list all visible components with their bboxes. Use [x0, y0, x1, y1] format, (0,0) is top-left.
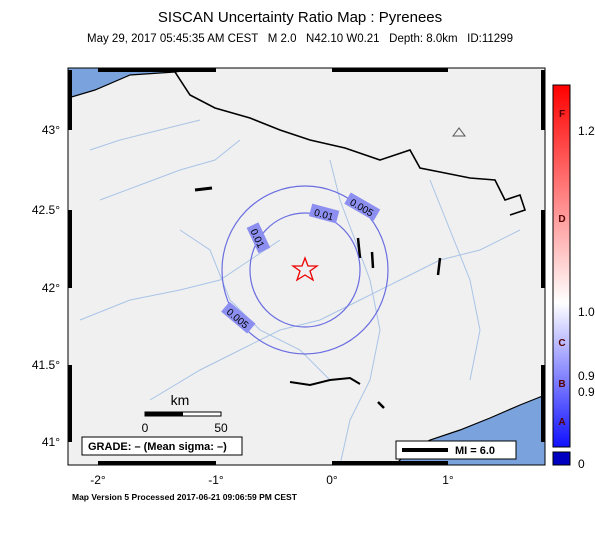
- colorbar-value: 1.2: [578, 124, 595, 138]
- colorbar-letter: C: [558, 338, 565, 349]
- reservoir: [194, 186, 213, 192]
- contour: [221, 185, 389, 355]
- station: [452, 127, 466, 137]
- colorbar-value: 0: [578, 457, 585, 471]
- land: [68, 68, 545, 465]
- contour-label-text: 0.01: [313, 208, 335, 224]
- footer: Map Version 5 Processed 2017-06-21 09:06…: [72, 492, 298, 502]
- epicenter: [290, 256, 320, 282]
- lat-label: 43°: [42, 123, 60, 137]
- lon-label: -2°: [90, 473, 106, 487]
- river: [329, 159, 381, 465]
- lat-label: 42°: [42, 281, 60, 295]
- lat-labels: 43° 42.5° 42° 41.5° 41°: [32, 123, 60, 449]
- river: [89, 119, 201, 151]
- mi-legend: [395, 440, 517, 460]
- colorbar-letter: B: [558, 379, 565, 390]
- border: [174, 71, 527, 216]
- lon-label: 0°: [326, 473, 338, 487]
- colorbar-values: 1.2 1.0 0.9 0.9 0: [578, 124, 595, 471]
- river: [99, 139, 241, 201]
- river: [429, 179, 481, 381]
- contour-label: 0.01: [308, 203, 340, 224]
- scale-unit: km: [171, 392, 190, 408]
- colorbar-value: 0.9: [578, 385, 595, 399]
- contour: [249, 212, 361, 328]
- colorbar-letter: A: [558, 417, 565, 428]
- scale-bar: [145, 412, 183, 416]
- grade-box: [81, 436, 243, 456]
- colorbar-letters: F D C B A: [558, 109, 565, 428]
- lon-label: -1°: [208, 473, 224, 487]
- mi-text: MI = 6.0: [455, 445, 495, 457]
- reservoir: [289, 376, 361, 387]
- lon-label: 1°: [442, 473, 454, 487]
- colorbar-value: 1.0: [578, 305, 595, 319]
- colorbar: [552, 84, 571, 448]
- sea: [68, 68, 200, 98]
- grade-text: GRADE: – (Mean sigma: –): [88, 441, 227, 453]
- map-area: 0.01 0.01 0.005 0.005 km 0 50 GRADE: – (…: [68, 68, 545, 465]
- scale-label: 50: [214, 421, 228, 435]
- title: SISCAN Uncertainty Ratio Map : Pyrenees: [158, 9, 442, 26]
- lon-labels: -2° -1° 0° 1°: [90, 473, 454, 487]
- river: [79, 239, 281, 321]
- lat-label: 42.5°: [32, 203, 60, 217]
- reservoir: [356, 237, 442, 409]
- colorbar-under: [552, 451, 571, 466]
- subtitle: May 29, 2017 05:45:35 AM CEST M 2.0 N42.…: [87, 33, 513, 45]
- frame-ticks: [68, 68, 545, 465]
- colorbar-value: 0.9: [578, 369, 595, 383]
- lat-label: 41.5°: [32, 358, 60, 372]
- scale-label: 0: [142, 421, 149, 435]
- lat-label: 41°: [42, 435, 60, 449]
- colorbar-letter: D: [558, 214, 565, 225]
- colorbar-letter: F: [559, 109, 565, 120]
